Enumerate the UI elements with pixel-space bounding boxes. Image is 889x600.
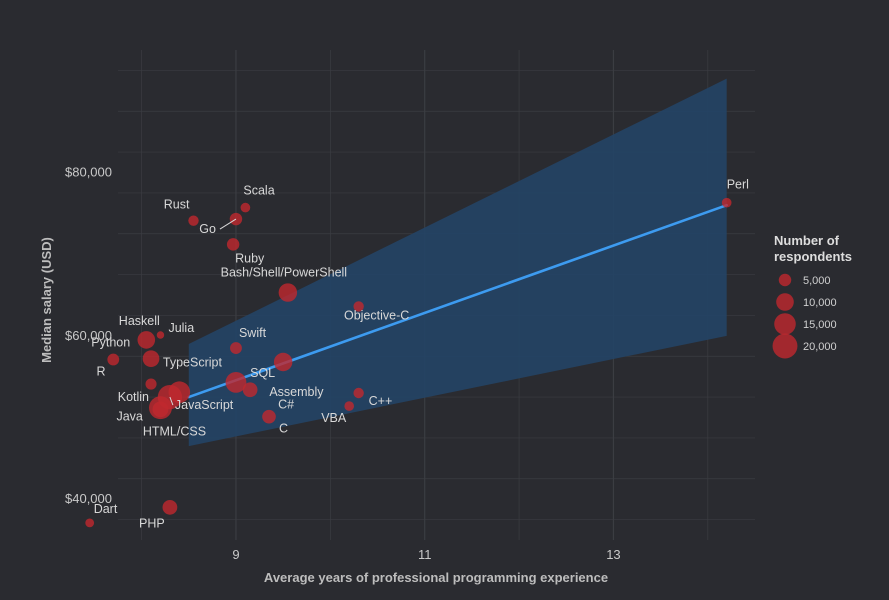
point-assembly (168, 381, 191, 403)
point-sql (273, 352, 293, 372)
point-php (162, 499, 178, 515)
label-dart: Dart (94, 502, 118, 516)
point-c (353, 387, 364, 399)
label-html-css: HTML/CSS (143, 425, 206, 439)
x-tick-label: 9 (232, 547, 239, 562)
x-axis-title: Average years of professional programmin… (264, 570, 608, 585)
label-bash-shell-powershell: Bash/Shell/PowerShell (221, 266, 347, 280)
legend-title-line2: respondents (774, 249, 852, 264)
label-ruby: Ruby (235, 251, 265, 265)
legend-circle-10-000 (776, 293, 794, 311)
label-c: C++ (369, 394, 393, 408)
point-vba (344, 401, 355, 411)
label-typescript: TypeScript (163, 355, 223, 369)
legend-label-5-000: 5,000 (803, 275, 831, 287)
label-swift: Swift (239, 326, 267, 340)
label-leader-lines (169, 218, 237, 406)
point-java (152, 401, 169, 418)
label-c: C# (278, 398, 294, 412)
label-r: R (97, 365, 106, 379)
size-legend: Number of respondents 5,000 10,000 15,000 2… (772, 233, 852, 359)
point-ruby (226, 238, 240, 251)
point-rust (188, 215, 199, 226)
label-javascript: JavaScript (175, 398, 234, 412)
label-rust: Rust (164, 198, 190, 212)
legend-circle-5-000 (778, 273, 792, 287)
point-c (242, 382, 258, 398)
point-perl (721, 197, 732, 208)
point-objective-c (353, 301, 364, 312)
legend-circle-15-000 (774, 313, 796, 335)
y-tick-label: $40,000 (65, 491, 112, 506)
legend-label-15-000: 15,000 (803, 319, 837, 331)
point-kotlin (145, 378, 157, 390)
label-scala: Scala (243, 184, 274, 198)
label-haskell: Haskell (119, 314, 160, 328)
y-tick-label: $60,000 (65, 328, 112, 343)
leader-go (219, 218, 237, 230)
axis-ticks: $40,000 $60,000 $80,000 9 11 13 (65, 165, 621, 563)
point-go (229, 212, 243, 226)
legend-label-20-000: 20,000 (803, 341, 837, 353)
point-c (262, 409, 276, 424)
label-assembly: Assembly (269, 385, 324, 399)
point-typescript (225, 371, 247, 393)
point-r (142, 350, 160, 368)
label-python: Python (91, 336, 130, 350)
x-tick-label: 13 (606, 547, 620, 562)
legend-title-line1: Number of (774, 233, 840, 248)
point-labels: Perl Scala Go Rust RubyBash/Shell/PowerShell… (91, 178, 749, 531)
label-objective-c: Objective-C (344, 308, 409, 322)
point-haskell (137, 331, 156, 349)
legend-circle-20-000 (772, 333, 798, 359)
point-swift (230, 342, 242, 354)
point-python (107, 353, 120, 366)
label-go: Go (199, 222, 216, 236)
confidence-band (188, 78, 727, 447)
point-bash-shell-powershell (278, 283, 298, 302)
label-vba: VBA (321, 411, 347, 425)
point-scala (240, 202, 251, 213)
point-dart (85, 518, 95, 528)
label-sql: SQL (250, 366, 275, 380)
y-tick-label: $80,000 (65, 165, 112, 180)
y-axis-title: Median salary (USD) (39, 237, 54, 363)
label-java: Java (116, 409, 142, 423)
leader-javascript (169, 396, 174, 406)
label-perl: Perl (727, 178, 749, 192)
label-julia: Julia (168, 321, 194, 335)
data-points (85, 197, 732, 528)
point-julia (156, 331, 165, 339)
confidence-band-layer (188, 78, 727, 447)
label-c: C (279, 422, 288, 436)
legend-items: 5,000 10,000 15,000 20,000 (772, 273, 837, 359)
x-tick-label: 11 (418, 547, 432, 562)
label-php: PHP (139, 516, 165, 530)
legend-label-10-000: 10,000 (803, 297, 837, 309)
label-kotlin: Kotlin (118, 390, 149, 404)
